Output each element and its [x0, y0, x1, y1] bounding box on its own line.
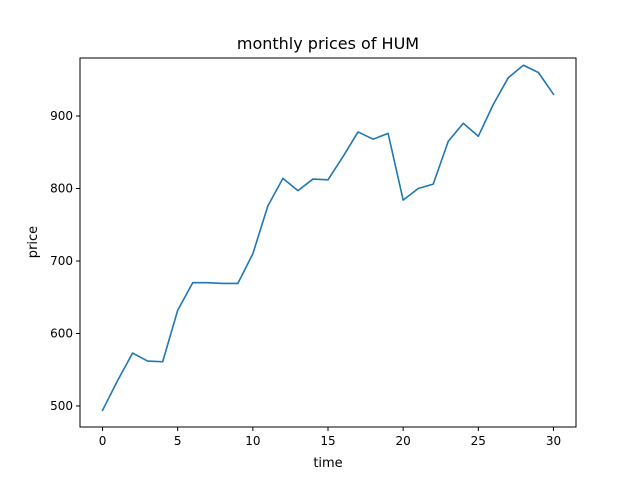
- x-tick-label: 15: [320, 434, 335, 448]
- x-tick-label: 0: [99, 434, 107, 448]
- y-tick-label: 700: [50, 254, 73, 268]
- chart-title: monthly prices of HUM: [237, 34, 419, 53]
- x-tick-label: 30: [546, 434, 561, 448]
- x-axis-label: time: [313, 456, 342, 471]
- x-tick-label: 10: [245, 434, 260, 448]
- y-tick-label: 500: [50, 399, 73, 413]
- x-tick-label: 20: [396, 434, 411, 448]
- y-tick-label: 600: [50, 326, 73, 340]
- y-axis-label: price: [26, 226, 41, 258]
- y-tick-label: 800: [50, 181, 73, 195]
- series-line-0: [101, 64, 555, 412]
- x-tick-label: 5: [174, 434, 182, 448]
- x-tick-label: 25: [471, 434, 486, 448]
- y-axis-ticks: 500 600 700 800 900: [50, 109, 80, 413]
- y-tick-label: 900: [50, 109, 73, 123]
- x-axis-ticks: 0 5 10 15 20 25 30: [99, 427, 561, 448]
